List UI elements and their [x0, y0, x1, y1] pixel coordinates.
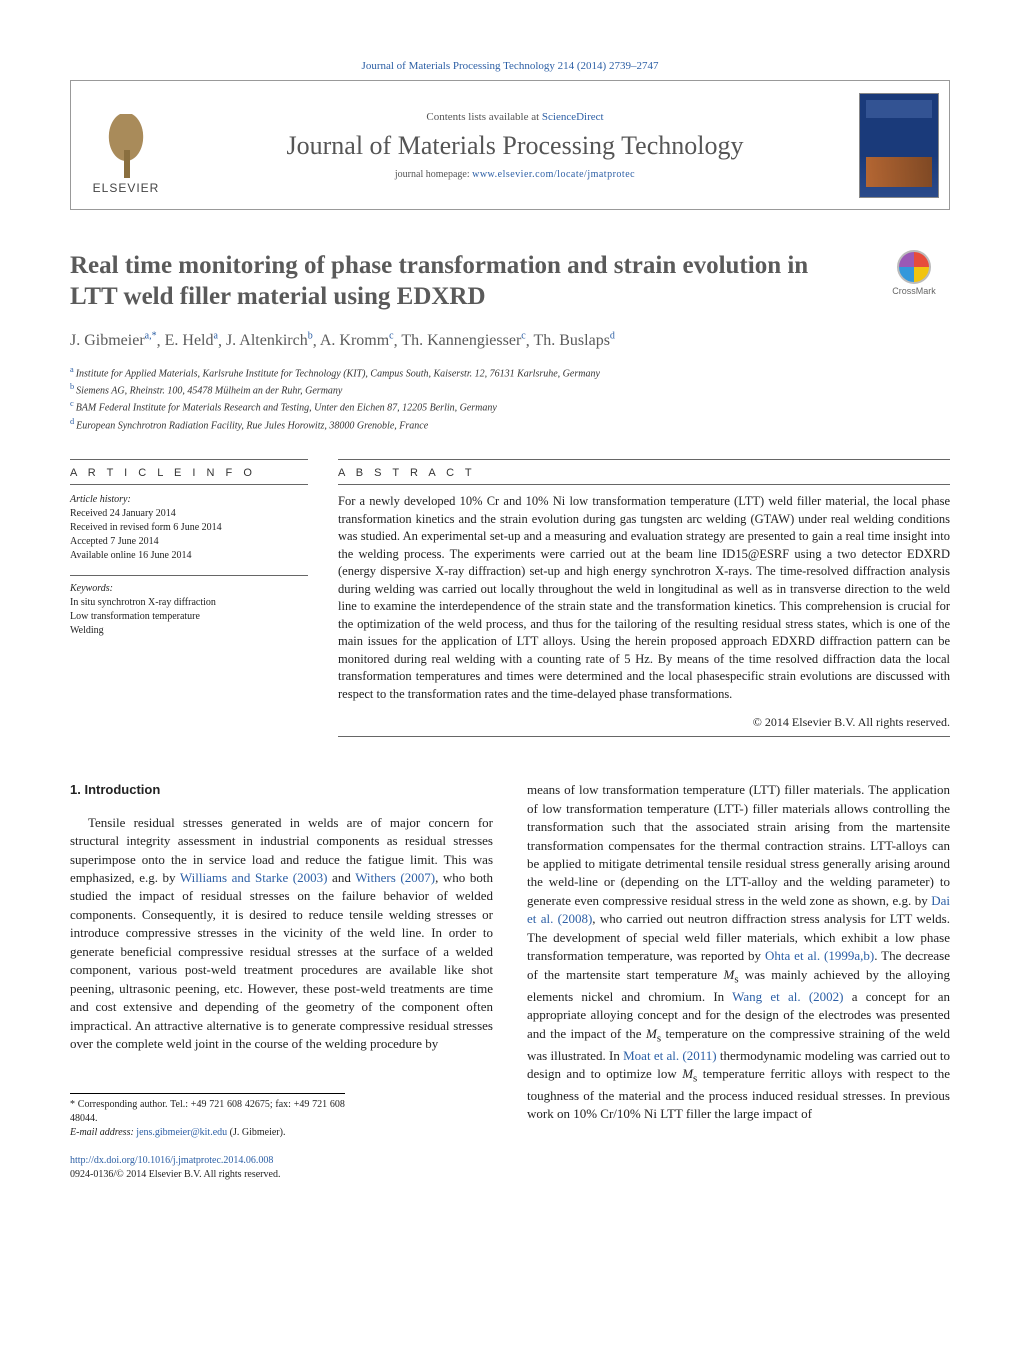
crossmark-icon	[897, 250, 931, 284]
column-right: means of low transformation temperature …	[527, 781, 950, 1182]
corr-line: * Corresponding author. Tel.: +49 721 60…	[70, 1098, 345, 1126]
keyword: Low transformation temperature	[70, 610, 308, 624]
contents-prefix: Contents lists available at	[426, 111, 541, 123]
column-left: 1. Introduction Tensile residual stresse…	[70, 781, 493, 1182]
citation-line: Journal of Materials Processing Technolo…	[70, 60, 950, 72]
history-label: Article history:	[70, 493, 308, 507]
author: A. Krommc	[320, 332, 394, 349]
author-list: J. Gibmeiera,*, E. Helda, J. Altenkirchb…	[70, 331, 950, 350]
journal-header: ELSEVIER Contents lists available at Sci…	[70, 80, 950, 210]
footer-block: http://dx.doi.org/10.1016/j.jmatprotec.2…	[70, 1154, 493, 1182]
homepage-prefix: journal homepage:	[395, 169, 472, 180]
section-heading: 1. Introduction	[70, 781, 493, 799]
article-history: Article history: Received 24 January 201…	[70, 485, 308, 563]
abstract-copyright: © 2014 Elsevier B.V. All rights reserved…	[338, 715, 950, 730]
elsevier-tree-icon	[96, 114, 156, 179]
corr-email[interactable]: jens.gibmeier@kit.edu	[136, 1127, 227, 1138]
body-paragraph: Tensile residual stresses generated in w…	[70, 814, 493, 1054]
keyword: Welding	[70, 624, 308, 638]
affiliations: aInstitute for Applied Materials, Karlsr…	[70, 364, 950, 433]
author: Th. Buslapsd	[533, 332, 614, 349]
corr-suffix: (J. Gibmeier).	[227, 1127, 285, 1138]
issn-line: 0924-0136/© 2014 Elsevier B.V. All right…	[70, 1168, 493, 1182]
elsevier-logo: ELSEVIER	[81, 95, 171, 195]
journal-cover-thumbnail	[859, 93, 939, 198]
citation-link[interactable]: Wang et al. (2002)	[732, 989, 843, 1004]
contents-line: Contents lists available at ScienceDirec…	[171, 111, 859, 123]
article-info-heading: a r t i c l e i n f o	[70, 460, 308, 484]
citation-link[interactable]: Journal of Materials Processing Technolo…	[362, 60, 659, 72]
history-item: Available online 16 June 2014	[70, 549, 308, 563]
citation-link[interactable]: Dai et al. (2008)	[527, 893, 950, 926]
affiliation: bSiemens AG, Rheinstr. 100, 45478 Mülhei…	[70, 381, 950, 398]
affiliation: aInstitute for Applied Materials, Karlsr…	[70, 364, 950, 381]
author: J. Gibmeiera,*	[70, 332, 157, 349]
homepage-link[interactable]: www.elsevier.com/locate/jmatprotec	[472, 169, 635, 180]
citation-link[interactable]: Ohta et al. (1999a,b)	[765, 948, 874, 963]
crossmark-badge[interactable]: CrossMark	[878, 250, 950, 296]
corresponding-author: * Corresponding author. Tel.: +49 721 60…	[70, 1093, 345, 1140]
doi-link[interactable]: http://dx.doi.org/10.1016/j.jmatprotec.2…	[70, 1155, 273, 1166]
author: Th. Kannengiesserc	[401, 332, 525, 349]
article-title: Real time monitoring of phase transforma…	[70, 250, 858, 313]
history-item: Received 24 January 2014	[70, 507, 308, 521]
keywords-label: Keywords:	[70, 582, 308, 596]
abstract-heading: a b s t r a c t	[338, 460, 950, 484]
affiliation: cBAM Federal Institute for Materials Res…	[70, 398, 950, 415]
crossmark-label: CrossMark	[892, 286, 936, 296]
sciencedirect-link[interactable]: ScienceDirect	[542, 111, 604, 123]
elsevier-text: ELSEVIER	[93, 181, 160, 195]
body-columns: 1. Introduction Tensile residual stresse…	[70, 781, 950, 1182]
history-item: Received in revised form 6 June 2014	[70, 521, 308, 535]
abstract-text: For a newly developed 10% Cr and 10% Ni …	[338, 485, 950, 703]
citation-link[interactable]: Williams and Starke (2003)	[180, 870, 328, 885]
history-item: Accepted 7 June 2014	[70, 535, 308, 549]
affiliation: dEuropean Synchrotron Radiation Facility…	[70, 416, 950, 433]
body-paragraph: means of low transformation temperature …	[527, 781, 950, 1124]
citation-link[interactable]: Moat et al. (2011)	[623, 1048, 716, 1063]
keyword: In situ synchrotron X-ray diffraction	[70, 596, 308, 610]
homepage-line: journal homepage: www.elsevier.com/locat…	[171, 169, 859, 180]
email-label: E-mail address:	[70, 1127, 136, 1138]
citation-link[interactable]: Withers (2007)	[355, 870, 435, 885]
keywords-block: Keywords: In situ synchrotron X-ray diff…	[70, 576, 308, 638]
author: J. Altenkirchb	[226, 332, 313, 349]
author: E. Helda	[165, 332, 218, 349]
journal-title: Journal of Materials Processing Technolo…	[171, 131, 859, 161]
